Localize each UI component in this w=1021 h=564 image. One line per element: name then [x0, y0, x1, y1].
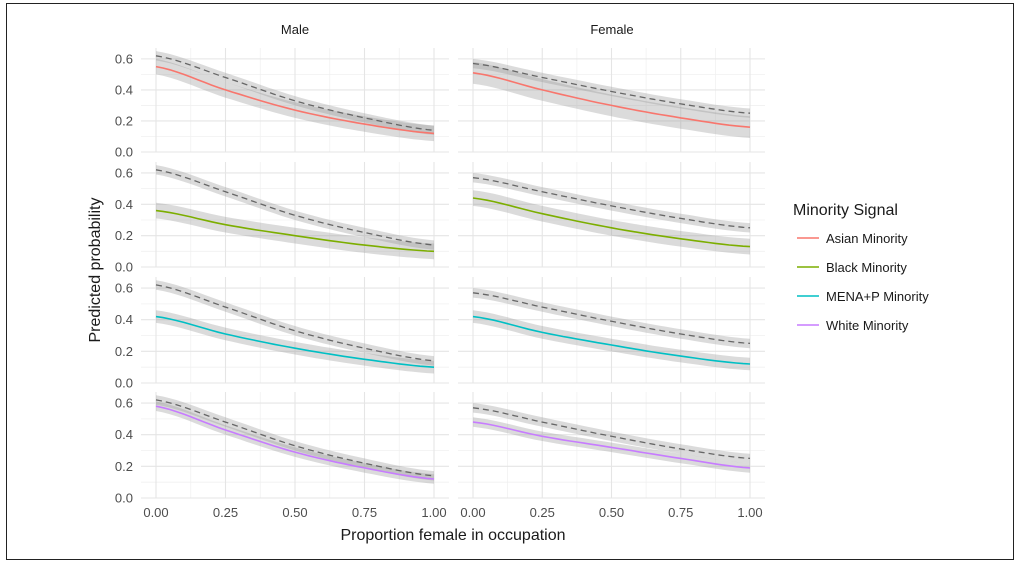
y-tick-label: 0.0: [115, 145, 133, 160]
legend-label-white: White Minority: [826, 318, 909, 333]
legend-title: Minority Signal: [793, 202, 898, 219]
y-tick-label: 0.0: [115, 376, 133, 391]
y-tick-label: 0.0: [115, 491, 133, 506]
panel-black-minority-male: 0.0 0.2 0.4 0.6: [115, 162, 449, 275]
strip-labels: Male Female: [281, 22, 634, 37]
legend-item-white: White Minority: [797, 318, 909, 333]
y-tick-label: 0.2: [115, 344, 133, 359]
series-line-mena-p-minority: [472, 315, 751, 365]
series-ci-ribbon-asian-minority: [156, 58, 434, 142]
y-tick-label: 0.4: [115, 312, 133, 327]
y-tick-label: 0.2: [115, 459, 133, 474]
series-ci-ribbon-mena-p-minority: [473, 310, 750, 371]
panel-white-minority-female: 0.00 0.25 0.50 0.75 1.00: [458, 392, 765, 520]
series-ci-ribbon-asian-minority: [473, 62, 750, 138]
y-tick-label: 0.4: [115, 427, 133, 442]
series-line-white-minority: [472, 421, 751, 469]
legend: Minority Signal Asian Minority Black Min…: [793, 202, 929, 333]
reference-ci-ribbon: [156, 395, 434, 481]
series-ci-ribbon-white-minority: [156, 401, 434, 484]
panel-mena-p-minority-male: 0.0 0.2 0.4 0.6: [115, 277, 449, 391]
panel-white-minority-male: 0.0 0.2 0.4 0.6 0.00 0.25 0.50 0.75 1.00: [115, 392, 449, 520]
x-tick-label: 0.75: [352, 505, 377, 520]
reference-dashed-line: [155, 55, 435, 131]
series-line-asian-minority: [472, 72, 751, 128]
reference-dashed-line: [472, 62, 751, 114]
legend-item-asian: Asian Minority: [797, 231, 908, 246]
x-tick-label: 0.25: [530, 505, 555, 520]
reference-dashed-line: [472, 177, 751, 229]
panels-layer: 0.00.20.40.60.00.20.40.60.00.20.40.60.00…: [115, 48, 765, 520]
y-tick-label: 0.6: [115, 51, 133, 66]
y-tick-label: 0.0: [115, 260, 133, 275]
series-line-mena-p-minority: [155, 315, 435, 368]
y-axis-title: Predicted probability: [87, 198, 104, 343]
series-line-white-minority: [155, 405, 435, 480]
x-tick-label: 0.00: [460, 505, 485, 520]
series-ci-ribbon-mena-p-minority: [156, 310, 434, 374]
legend-label-menap: MENA+P Minority: [826, 289, 929, 304]
y-tick-label: 0.2: [115, 113, 133, 128]
panel-asian-minority-female: [458, 48, 765, 153]
reference-ci-ribbon: [473, 403, 750, 464]
series-line-asian-minority: [155, 65, 435, 135]
legend-item-menap: MENA+P Minority: [797, 289, 929, 304]
legend-label-asian: Asian Minority: [826, 231, 908, 246]
reference-ci-ribbon: [473, 58, 750, 118]
panel-asian-minority-male: 0.0 0.2 0.4 0.6: [115, 48, 449, 160]
strip-label-male: Male: [281, 22, 309, 37]
x-tick-label: 0.00: [143, 505, 168, 520]
y-tick-label: 0.2: [115, 228, 133, 243]
legend-item-black: Black Minority: [797, 260, 907, 275]
reference-ci-ribbon: [473, 173, 750, 233]
x-tick-label: 0.75: [668, 505, 693, 520]
y-tick-label: 0.6: [115, 281, 133, 296]
reference-ci-ribbon: [473, 288, 750, 349]
reference-ci-ribbon: [156, 280, 434, 366]
x-tick-label: 1.00: [737, 505, 762, 520]
reference-dashed-line: [155, 169, 435, 246]
strip-label-female: Female: [590, 22, 633, 37]
reference-dashed-line: [155, 399, 435, 477]
x-tick-label: 1.00: [421, 505, 446, 520]
y-tick-label: 0.4: [115, 82, 133, 97]
figure-frame: [6, 3, 1014, 560]
reference-dashed-line: [472, 292, 751, 345]
reference-dashed-line: [155, 284, 435, 362]
series-line-black-minority: [472, 197, 751, 248]
reference-ci-ribbon: [156, 51, 434, 135]
panel-black-minority-female: [458, 162, 765, 268]
y-tick-label: 0.6: [115, 396, 133, 411]
panel-mena-p-minority-female: [458, 277, 765, 384]
x-tick-label: 0.25: [213, 505, 238, 520]
y-tick-label: 0.4: [115, 197, 133, 212]
x-tick-label: 0.50: [282, 505, 307, 520]
x-tick-label: 0.50: [599, 505, 624, 520]
y-tick-label: 0.6: [115, 165, 133, 180]
x-axis-title: Proportion female in occupation: [340, 527, 565, 544]
reference-ci-ribbon: [156, 165, 434, 250]
reference-dashed-line: [472, 407, 751, 460]
legend-label-black: Black Minority: [826, 260, 907, 275]
series-line-black-minority: [155, 209, 435, 253]
